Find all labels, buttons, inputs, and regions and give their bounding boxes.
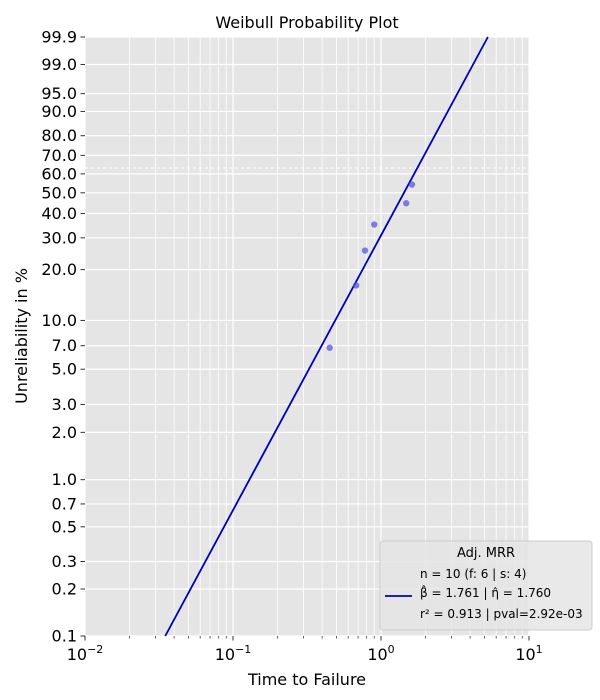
major-gridlines <box>84 36 530 637</box>
y-tick-label: 70.0 <box>41 146 77 165</box>
y-tick-label: 10.0 <box>41 311 77 330</box>
y-tick-label: 0.5 <box>52 517 77 536</box>
y-tick-label: 99.9 <box>41 28 77 47</box>
y-axis-label: Unreliability in % <box>12 268 31 404</box>
y-tick-label: 5.0 <box>52 360 77 379</box>
y-tick-label: 2.0 <box>52 423 77 442</box>
legend-pval: pval=2.92e-03 <box>493 607 582 621</box>
legend-beta: β̂ = 1.761 <box>420 584 480 600</box>
data-point <box>371 221 378 228</box>
x-axis-label: Time to Failure <box>247 670 366 689</box>
y-axis-ticks: 0.1 0.2 0.3 0.5 0.7 1.0 2.0 3.0 5.0 7.0 10.0 20.0 30… <box>41 28 85 646</box>
data-point <box>326 344 333 351</box>
x-tick-label: 101 <box>515 643 542 664</box>
fit-line-group <box>164 36 489 637</box>
data-point <box>353 282 360 289</box>
y-tick-label: 7.0 <box>52 336 77 355</box>
y-tick-label: 99.0 <box>41 55 77 74</box>
chart-title: Weibull Probability Plot <box>215 13 398 32</box>
data-point <box>402 200 410 207</box>
legend-count: n = 10 (f: 6 | s: 4) <box>420 567 526 581</box>
y-tick-label: 20.0 <box>41 260 77 279</box>
y-tick-label: 40.0 <box>41 204 77 223</box>
legend-params: β̂ = 1.761 | η̂ = 1.760 <box>420 584 551 600</box>
x-tick-label: 10−1 <box>215 643 252 664</box>
y-tick-label: 0.2 <box>52 579 77 598</box>
data-point <box>408 181 416 188</box>
y-tick-label: 0.1 <box>52 627 77 646</box>
y-tick-label: 3.0 <box>52 395 77 414</box>
legend-eta: η̂ = 1.760 <box>491 586 551 600</box>
x-tick-label: 10−2 <box>67 643 104 664</box>
legend-separator: | <box>486 607 494 621</box>
y-tick-label: 80.0 <box>41 126 77 145</box>
y-tick-label: 60.0 <box>41 164 77 183</box>
y-tick-label: 90.0 <box>41 102 77 121</box>
legend-separator: | <box>484 586 492 600</box>
y-tick-label: 1.0 <box>52 470 77 489</box>
y-tick-label: 50.0 <box>41 183 77 202</box>
plot-background <box>85 37 529 636</box>
data-points <box>326 181 416 351</box>
x-tick-label: 100 <box>367 643 394 664</box>
fit-line <box>164 36 489 637</box>
legend-r2: r² = 0.913 <box>420 607 482 621</box>
legend: Adj. MRR n = 10 (f: 6 | s: 4) β̂ = 1.761… <box>379 540 593 631</box>
x-axis-ticks: 10−2 10−1 100 101 <box>67 636 543 664</box>
legend-title: Adj. MRR <box>457 546 515 561</box>
y-tick-label: 30.0 <box>41 228 77 247</box>
y-tick-label: 0.3 <box>52 552 77 571</box>
y-tick-label: 95.0 <box>41 84 77 103</box>
legend-stats: r² = 0.913 | pval=2.92e-03 <box>420 607 583 621</box>
data-point <box>361 247 369 254</box>
legend-box <box>379 540 593 631</box>
minor-gridlines <box>129 37 523 636</box>
y-tick-label: 0.7 <box>52 494 77 513</box>
